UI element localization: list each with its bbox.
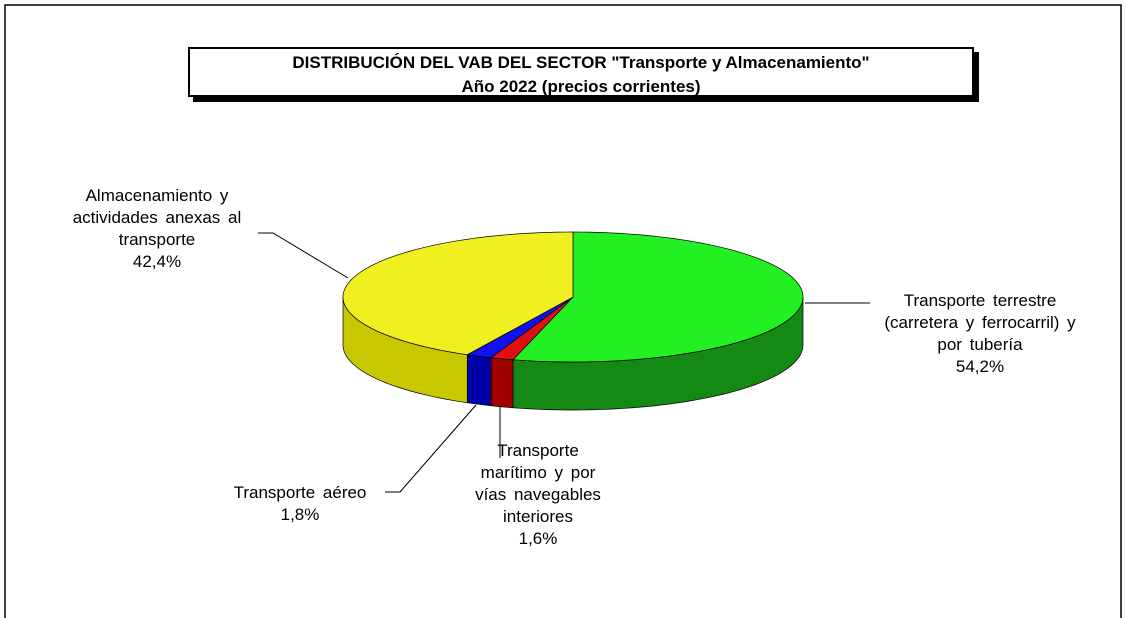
value-label: 54,2% — [955, 357, 1005, 376]
leader-lines — [258, 232, 870, 493]
slice — [342, 231, 574, 356]
value-label: 42,4% — [132, 252, 182, 271]
value-label: 1,6% — [518, 529, 558, 548]
category-label: Almacenamiento y actividades anexas al t… — [72, 186, 242, 249]
slice-label: Transporte terrestre (carretera y ferroc… — [870, 290, 1090, 378]
title-box: DISTRIBUCIÓN DEL VAB DEL SECTOR "Transpo… — [188, 47, 974, 97]
chart-title: DISTRIBUCIÓN DEL VAB DEL SECTOR "Transpo… — [292, 53, 870, 72]
slice-label: Transporte aéreo 1,8% — [215, 482, 385, 526]
value-label: 1,8% — [280, 505, 320, 524]
slice-label: Almacenamiento y actividades anexas al t… — [52, 185, 262, 273]
leader-line — [385, 404, 477, 493]
slice — [512, 231, 804, 363]
slice-side — [490, 357, 514, 409]
slice-side — [466, 354, 492, 407]
chart-subtitle: Año 2022 (precios corrientes) — [461, 77, 701, 96]
slice-label: Transporte marítimo y por vías navegable… — [422, 440, 654, 550]
category-label: Transporte aéreo — [233, 483, 367, 502]
category-label: Transporte marítimo y por vías navegable… — [475, 441, 601, 526]
leader-line — [258, 232, 349, 279]
category-label: Transporte terrestre (carretera y ferroc… — [884, 291, 1076, 354]
frame — [4, 4, 1122, 618]
